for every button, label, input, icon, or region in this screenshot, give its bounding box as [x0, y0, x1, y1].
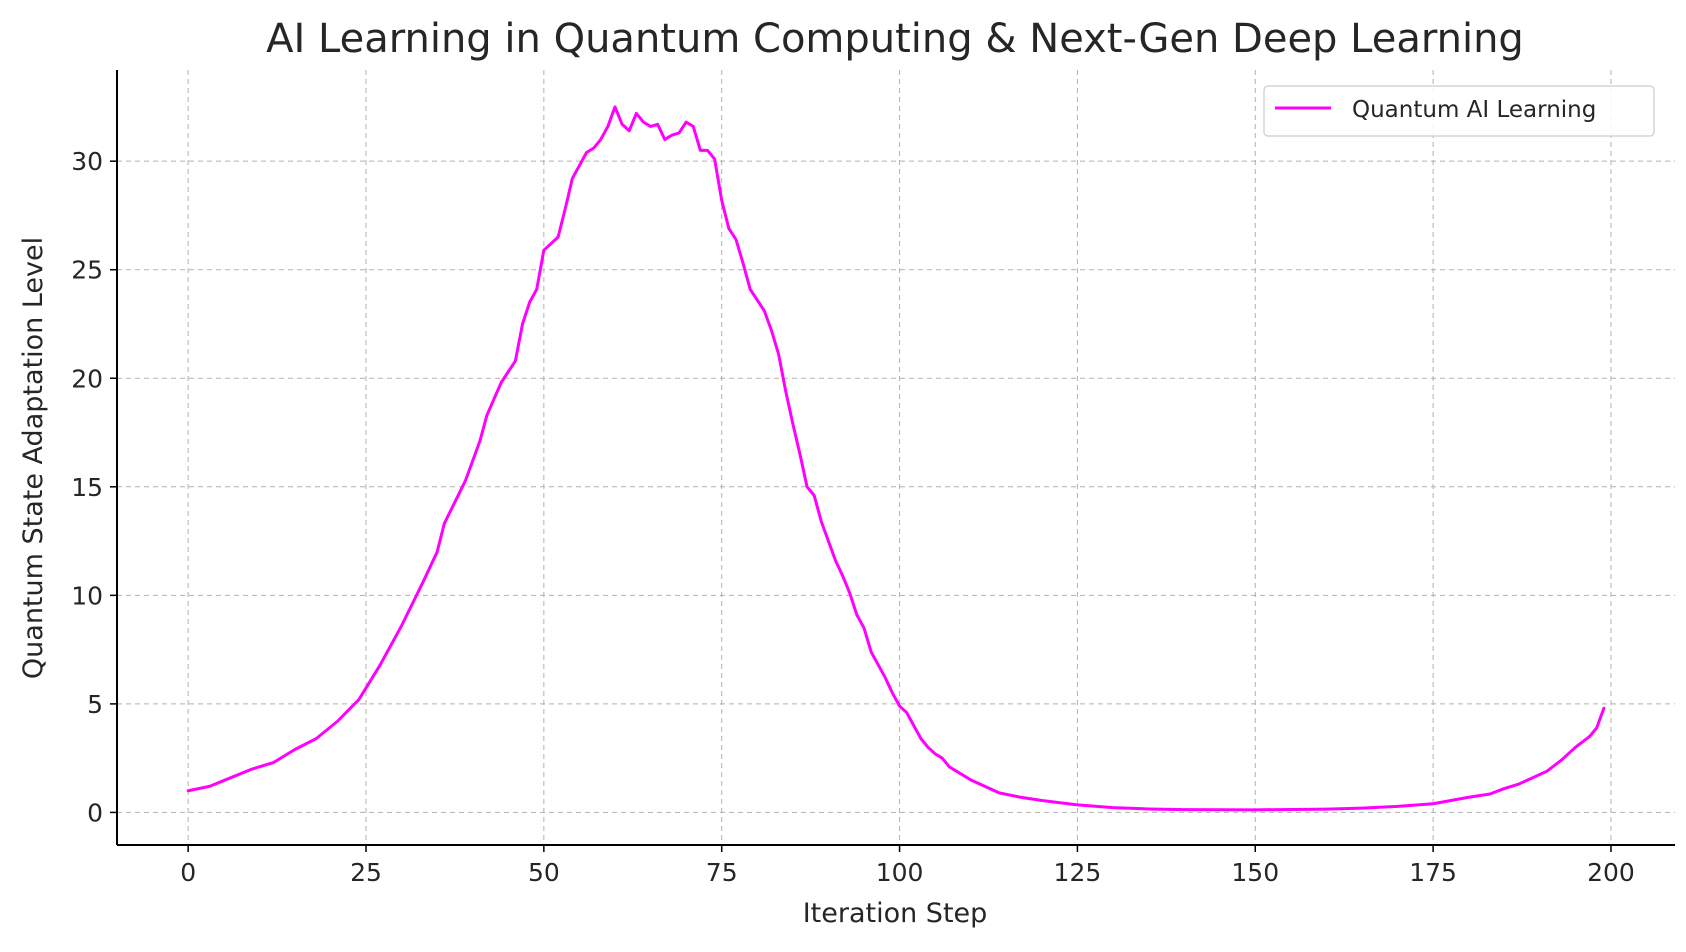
- y-tick-label: 5: [87, 690, 103, 719]
- axes: [116, 70, 1675, 846]
- x-tick-label: 125: [1054, 858, 1102, 887]
- legend: Quantum AI Learning: [1263, 85, 1655, 137]
- grid: [117, 70, 1675, 845]
- y-tick-label: 30: [71, 147, 103, 176]
- y-axis-label: Quantum State Adaptation Level: [18, 237, 49, 679]
- legend-label: Quantum AI Learning: [1352, 97, 1596, 123]
- y-tick-label: 25: [71, 256, 103, 285]
- x-tick-label: 25: [350, 858, 382, 887]
- x-tick-label: 150: [1231, 858, 1279, 887]
- y-ticks: 0 5 10 15 20 25 30: [71, 147, 117, 827]
- x-tick-label: 175: [1409, 858, 1457, 887]
- chart-title: AI Learning in Quantum Computing & Next-…: [266, 16, 1524, 62]
- y-tick-label: 20: [71, 364, 103, 393]
- x-tick-label: 100: [876, 858, 924, 887]
- x-tick-label: 200: [1587, 858, 1635, 887]
- y-tick-label: 0: [87, 798, 103, 827]
- y-tick-label: 10: [71, 581, 103, 610]
- series-layer: [186, 105, 1606, 812]
- legend-frame: [1263, 85, 1655, 137]
- x-tick-label: 75: [706, 858, 738, 887]
- series-line: [186, 105, 1606, 812]
- x-axis-label: Iteration Step: [803, 898, 988, 929]
- x-ticks: 0 25 50 75 100 125 150 175 200: [180, 845, 1635, 887]
- x-tick-label: 50: [528, 858, 560, 887]
- x-tick-label: 0: [180, 858, 196, 887]
- y-tick-label: 15: [71, 473, 103, 502]
